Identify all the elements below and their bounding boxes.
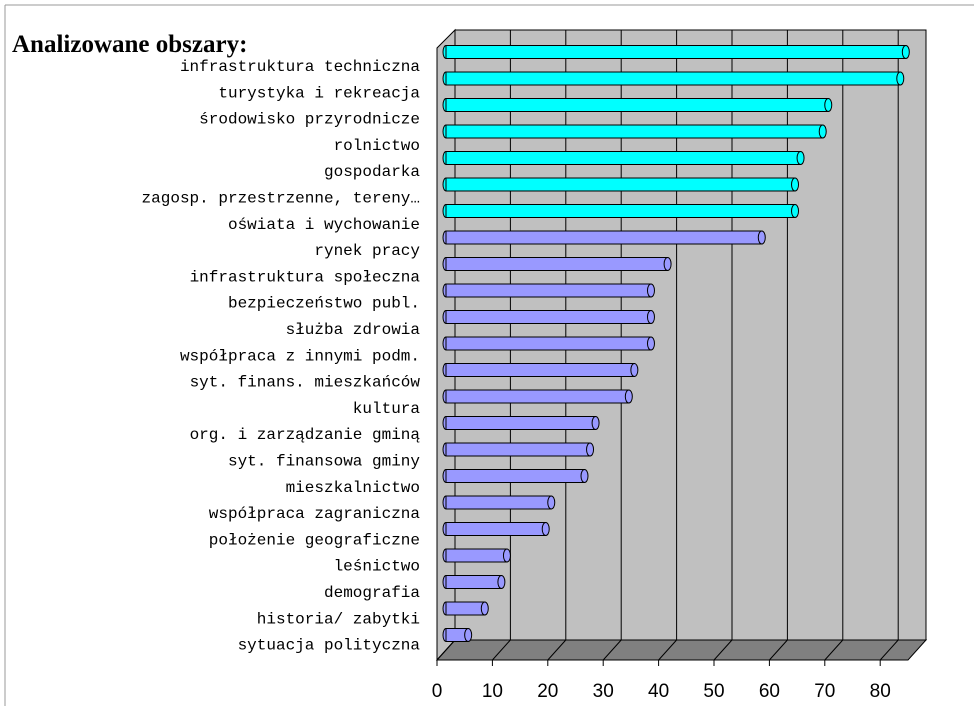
bar bbox=[445, 495, 552, 510]
bar-cap bbox=[757, 230, 766, 245]
y-tick-label: demografia bbox=[324, 584, 420, 602]
bar-cap bbox=[541, 522, 550, 536]
y-tick-label: infrastruktura techniczna bbox=[180, 58, 420, 76]
y-tick-label: współpraca zagraniczna bbox=[209, 505, 421, 523]
grid-line bbox=[547, 639, 567, 661]
y-tick-label: położenie geograficzne bbox=[209, 531, 420, 549]
bar-cap bbox=[818, 124, 827, 139]
grid-line bbox=[658, 639, 677, 661]
bar-cap bbox=[896, 71, 905, 86]
bar-cap bbox=[497, 575, 506, 589]
bar bbox=[445, 257, 669, 271]
x-tick-label: 70 bbox=[814, 681, 835, 702]
grid-line bbox=[436, 639, 456, 661]
y-tick-label: sytuacja polityczna bbox=[238, 637, 421, 655]
x-tick-label: 30 bbox=[593, 681, 614, 702]
bar-cap bbox=[547, 495, 556, 510]
bar bbox=[445, 416, 597, 430]
bar bbox=[445, 124, 824, 139]
y-tick-label: oświata i wychowanie bbox=[228, 216, 420, 234]
bar bbox=[445, 45, 907, 59]
grid-line bbox=[602, 639, 622, 661]
back-wall bbox=[454, 29, 927, 641]
bar bbox=[445, 98, 829, 112]
bar bbox=[445, 204, 796, 218]
bar bbox=[445, 601, 486, 616]
bar bbox=[445, 363, 635, 377]
grid-line bbox=[769, 639, 788, 661]
bar bbox=[445, 389, 630, 404]
bar-cap bbox=[663, 257, 672, 271]
bar-cap bbox=[624, 389, 633, 404]
bar-cap bbox=[796, 151, 805, 165]
grid-line bbox=[713, 639, 733, 661]
bar bbox=[445, 71, 901, 86]
bar-cap bbox=[824, 98, 833, 112]
bar-cap bbox=[646, 336, 655, 351]
x-tick-label: 40 bbox=[648, 681, 669, 702]
bar-cap bbox=[591, 416, 600, 430]
y-tick-label: syt. finansowa gminy bbox=[228, 453, 420, 471]
floor bbox=[435, 639, 928, 661]
bar-cap bbox=[646, 283, 655, 298]
bar bbox=[445, 283, 652, 298]
x-tick-label: 0 bbox=[432, 681, 443, 702]
y-tick-label: środowisko przyrodnicze bbox=[199, 111, 420, 129]
grid-line bbox=[879, 639, 899, 661]
bar bbox=[445, 522, 547, 536]
bar bbox=[445, 336, 652, 351]
bar-cap bbox=[586, 442, 595, 457]
bar bbox=[445, 310, 652, 324]
y-tick-label: zagosp. przestrzenne, tereny… bbox=[142, 190, 420, 208]
y-tick-label: kultura bbox=[353, 400, 421, 418]
y-tick-label: syt. finans. mieszkańców bbox=[190, 374, 421, 392]
y-tick-label: leśnictwo bbox=[334, 558, 420, 576]
grid-line bbox=[824, 639, 844, 661]
x-tick-label: 50 bbox=[703, 681, 724, 702]
bar-cap bbox=[480, 601, 489, 616]
bar-cap bbox=[630, 363, 639, 377]
bar-cap bbox=[580, 469, 589, 483]
bar-cap bbox=[791, 177, 800, 192]
bar bbox=[445, 469, 585, 483]
y-tick-label: współpraca z innymi podm. bbox=[180, 347, 420, 365]
bar bbox=[445, 442, 591, 457]
grid-line bbox=[492, 639, 511, 661]
bar bbox=[445, 548, 508, 563]
y-tick-label: rolnictwo bbox=[334, 137, 420, 155]
y-tick-label: infrastruktura społeczna bbox=[190, 268, 421, 286]
y-tick-label: gospodarka bbox=[324, 163, 420, 181]
chart-title: Analizowane obszary: bbox=[12, 31, 247, 58]
bar bbox=[445, 575, 502, 589]
x-tick-label: 10 bbox=[482, 681, 503, 702]
x-tick-label: 20 bbox=[537, 681, 558, 702]
x-tick-label: 80 bbox=[870, 681, 891, 702]
y-tick-label: rynek pracy bbox=[314, 242, 420, 260]
x-tick-label: 60 bbox=[759, 681, 780, 702]
y-tick-label: bezpieczeństwo publ. bbox=[228, 295, 420, 313]
bar bbox=[445, 177, 796, 192]
bar bbox=[445, 230, 763, 245]
bar-cap bbox=[791, 204, 800, 218]
y-tick-label: turystyka i rekreacja bbox=[218, 84, 420, 102]
y-tick-label: historia/ zabytki bbox=[257, 610, 420, 628]
y-tick-label: służba zdrowia bbox=[286, 321, 421, 339]
bar-cap bbox=[901, 45, 910, 59]
y-tick-label: mieszkalnictwo bbox=[286, 479, 420, 497]
bar-cap bbox=[464, 628, 473, 642]
y-tick-label: org. i zarządzanie gminą bbox=[190, 426, 421, 444]
bar-cap bbox=[646, 310, 655, 324]
bar-cap bbox=[502, 548, 511, 563]
bar bbox=[445, 151, 802, 165]
